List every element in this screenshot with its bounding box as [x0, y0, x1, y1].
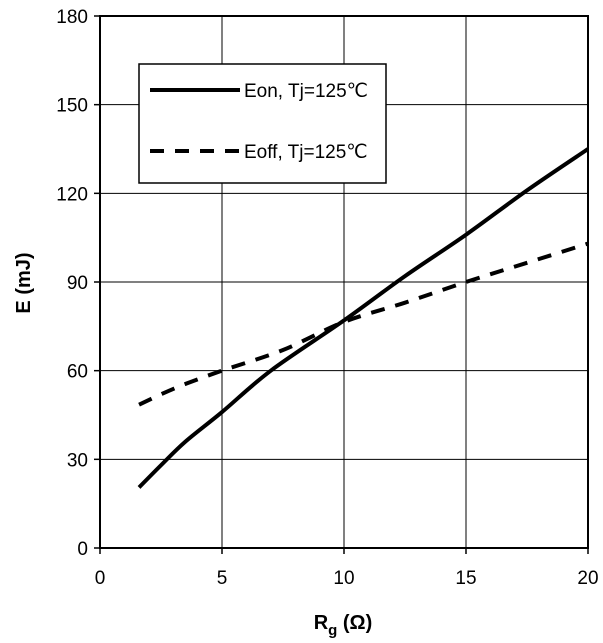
y-tick-labels: 0 30 60 90 120 150 180 — [56, 7, 100, 560]
legend-label-eoff: Eoff, Tj=125℃ — [244, 142, 368, 163]
x-axis-title-subscript: g — [328, 622, 337, 639]
y-tick-label: 180 — [56, 7, 88, 28]
x-tick-label: 20 — [577, 568, 598, 589]
legend-box — [138, 63, 387, 184]
y-axis-title: E (mJ) — [13, 252, 35, 313]
legend: Eon, Tj=125℃ Eoff, Tj=125℃ — [138, 63, 387, 184]
legend-label-eon: Eon, Tj=125℃ — [244, 81, 368, 102]
x-axis-title-main: R — [314, 612, 329, 634]
series-layer — [137, 147, 590, 489]
y-tick-label: 120 — [56, 184, 88, 205]
y-tick-label: 0 — [77, 539, 88, 560]
x-tick-label: 10 — [333, 568, 354, 589]
series-line-eon — [137, 147, 590, 489]
x-axis-title-unit: (Ω) — [337, 612, 372, 634]
x-tick-label: 15 — [455, 568, 476, 589]
y-tick-label: 90 — [67, 273, 88, 294]
y-tick-label: 30 — [67, 450, 88, 471]
y-tick-label: 60 — [67, 362, 88, 383]
x-axis-title: Rg (Ω) — [314, 612, 373, 639]
series-line-eoff — [138, 241, 589, 407]
x-tick-label: 0 — [95, 568, 106, 589]
y-tick-label: 150 — [56, 96, 88, 117]
x-tick-label: 5 — [217, 568, 228, 589]
x-tick-labels: 0 5 10 15 20 — [95, 548, 599, 589]
